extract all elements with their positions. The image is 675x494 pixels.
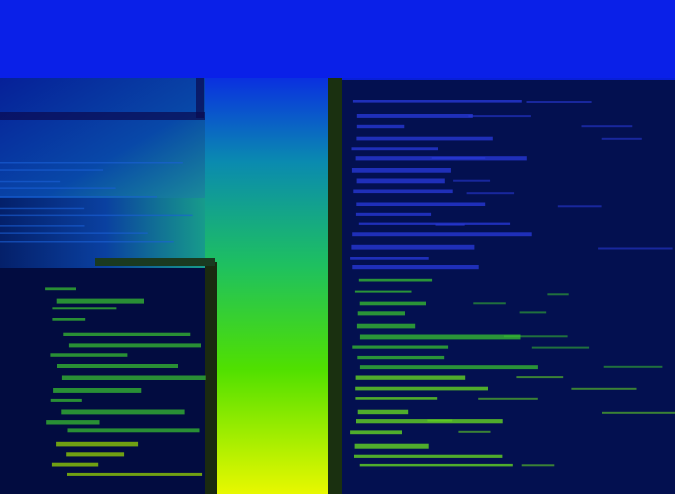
point-cluster bbox=[61, 375, 206, 380]
point-cluster bbox=[603, 365, 663, 368]
point-cluster bbox=[581, 125, 633, 128]
point-cluster bbox=[557, 205, 602, 208]
point-cluster bbox=[571, 387, 637, 390]
point-cluster bbox=[531, 346, 590, 349]
point-cluster bbox=[45, 287, 76, 291]
point-cluster bbox=[354, 290, 412, 293]
point-cluster bbox=[458, 430, 491, 433]
point-cluster bbox=[355, 212, 432, 216]
point-cluster bbox=[503, 335, 568, 338]
point-cluster bbox=[516, 376, 564, 379]
corridor-top-lip bbox=[95, 258, 215, 266]
point-cluster bbox=[52, 307, 117, 310]
point-cluster bbox=[0, 196, 157, 198]
point-cluster bbox=[354, 443, 429, 449]
point-cluster bbox=[0, 180, 61, 183]
point-cluster bbox=[50, 353, 128, 357]
point-cluster bbox=[359, 365, 538, 370]
point-cluster bbox=[352, 345, 449, 349]
point-cluster bbox=[51, 462, 99, 467]
point-cluster bbox=[355, 397, 438, 400]
point-cluster bbox=[67, 428, 200, 433]
point-cluster bbox=[356, 114, 473, 118]
point-cluster bbox=[356, 323, 416, 329]
point-cluster bbox=[598, 247, 673, 250]
point-cluster bbox=[354, 454, 503, 458]
top-band bbox=[0, 0, 675, 78]
point-cluster bbox=[351, 244, 475, 250]
point-cluster bbox=[356, 178, 445, 184]
point-cluster bbox=[357, 311, 405, 316]
point-cluster bbox=[602, 411, 675, 414]
point-cluster bbox=[526, 101, 592, 103]
point-cluster bbox=[466, 192, 515, 195]
point-cluster bbox=[473, 302, 506, 305]
point-cluster bbox=[52, 318, 86, 321]
point-cluster bbox=[67, 472, 203, 476]
point-cluster bbox=[357, 355, 445, 360]
left-upper-slab-edge bbox=[0, 112, 205, 120]
point-cluster bbox=[0, 162, 183, 164]
point-cluster bbox=[63, 332, 191, 336]
corridor-left-wall bbox=[205, 262, 217, 494]
left-upper-slab bbox=[0, 78, 205, 198]
point-cluster bbox=[601, 137, 642, 140]
point-cluster bbox=[356, 136, 493, 141]
point-cluster bbox=[353, 189, 453, 194]
point-cluster bbox=[53, 388, 142, 393]
point-cluster bbox=[350, 430, 402, 435]
point-cluster bbox=[0, 207, 85, 210]
point-cluster bbox=[66, 452, 125, 457]
point-cluster bbox=[352, 265, 479, 270]
point-cluster bbox=[435, 223, 465, 226]
point-cluster bbox=[0, 214, 193, 217]
point-cluster bbox=[50, 398, 82, 402]
point-cluster bbox=[359, 301, 426, 306]
left-upper-slab-edge-v bbox=[196, 78, 204, 118]
point-cluster bbox=[359, 463, 513, 467]
point-cluster bbox=[356, 202, 486, 206]
point-cluster bbox=[478, 397, 538, 400]
point-cluster bbox=[0, 187, 116, 189]
point-cluster bbox=[519, 311, 547, 314]
point-cluster bbox=[427, 419, 453, 422]
point-cluster bbox=[352, 100, 522, 103]
point-cluster bbox=[0, 225, 85, 227]
point-cluster bbox=[56, 298, 145, 304]
point-cluster bbox=[547, 293, 569, 296]
point-cluster bbox=[355, 375, 466, 380]
point-cluster bbox=[355, 386, 488, 391]
point-cluster bbox=[358, 278, 433, 282]
point-cluster bbox=[350, 257, 429, 260]
point-cluster bbox=[453, 179, 491, 182]
point-cluster bbox=[0, 232, 148, 234]
point-cluster bbox=[431, 157, 486, 159]
point-cluster bbox=[46, 420, 100, 425]
point-cluster bbox=[68, 343, 202, 348]
point-cluster bbox=[357, 409, 409, 415]
point-cluster bbox=[0, 169, 104, 171]
point-cluster bbox=[61, 409, 185, 415]
corridor-right-wall bbox=[328, 78, 342, 494]
point-cluster bbox=[56, 441, 139, 447]
rack-points bbox=[0, 100, 675, 476]
point-cluster bbox=[358, 222, 511, 225]
point-cluster bbox=[0, 241, 174, 243]
corridor-vertical bbox=[205, 78, 335, 494]
point-cluster bbox=[521, 464, 555, 467]
point-cluster bbox=[356, 124, 405, 129]
point-cluster bbox=[351, 147, 438, 151]
point-cluster bbox=[359, 334, 521, 340]
point-cluster bbox=[468, 115, 531, 118]
point-cluster bbox=[57, 364, 178, 368]
point-cluster bbox=[352, 232, 532, 237]
point-cluster bbox=[351, 168, 451, 173]
